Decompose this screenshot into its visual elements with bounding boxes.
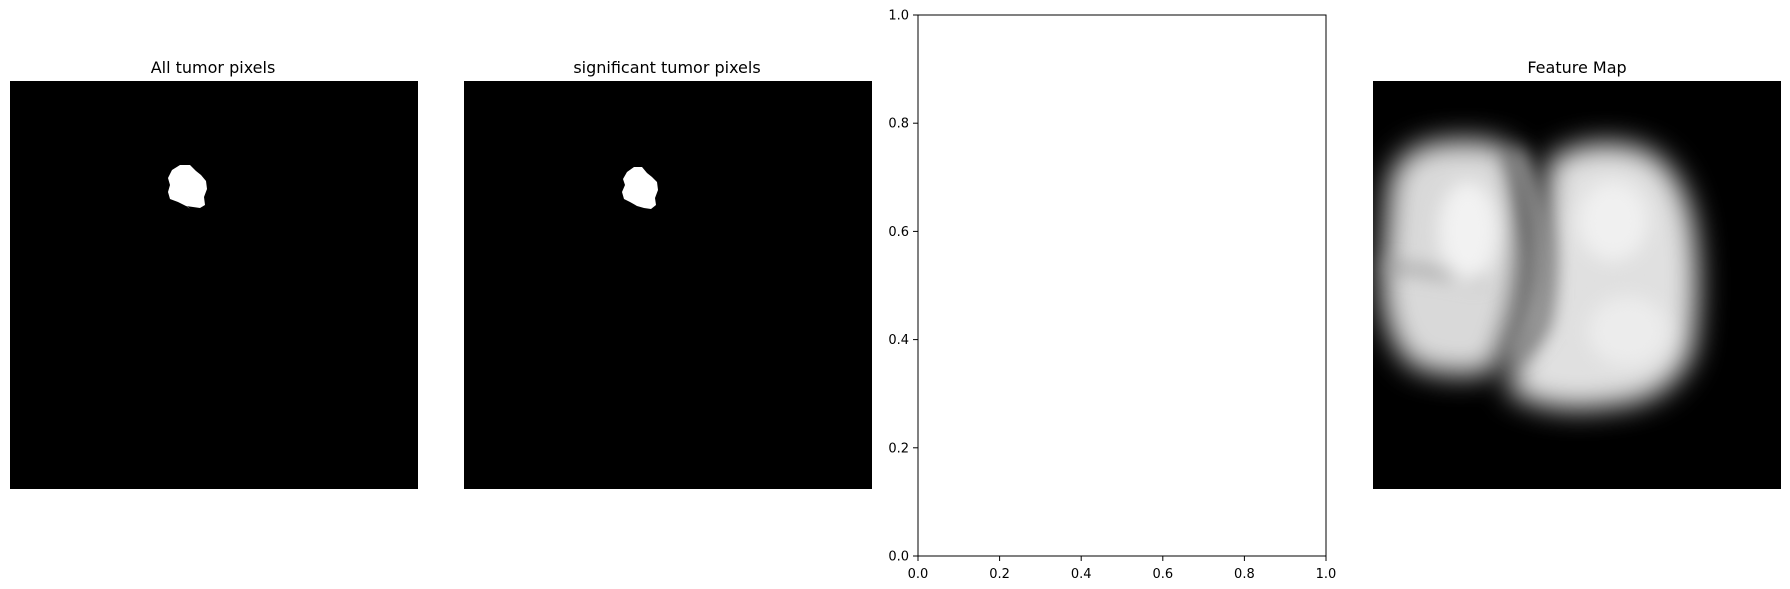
x-tick-label: 0.8 [1234,567,1255,582]
axes-frame [917,14,1327,557]
panel-title: Feature Map [1527,58,1627,77]
feature-map-image [1373,81,1781,489]
panel-title: All tumor pixels [150,58,276,77]
y-tick-label: 0.8 [888,117,909,132]
x-tick-label: 0.0 [908,567,929,582]
x-tick-label: 0.4 [1071,567,1092,582]
tumor-blob [622,167,658,209]
tumor-mask-image [10,81,418,489]
x-tick-label: 0.2 [989,567,1010,582]
y-tick-label: 0.2 [888,441,909,456]
x-tick-label: 0.6 [1152,567,1173,582]
x-tick-label: 1.0 [1316,567,1337,582]
y-tick-label: 0.6 [888,225,909,240]
y-tick-label: 1.0 [888,9,909,24]
tumor-blob [168,165,207,208]
panel-title: significant tumor pixels [573,58,761,77]
significant-mask-image [464,81,872,489]
y-tick-label: 0.0 [888,550,909,565]
y-tick-label: 0.4 [888,333,909,348]
